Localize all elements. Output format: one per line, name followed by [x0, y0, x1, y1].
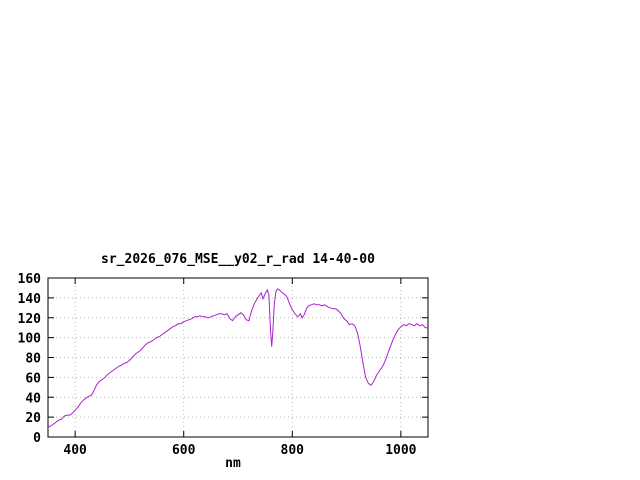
y-tick-label: 40: [25, 391, 41, 406]
spectral-radiance-line: [47, 288, 428, 428]
x-tick-label: 1000: [385, 443, 416, 458]
x-axis-label: nm: [225, 456, 241, 471]
y-tick-label: 140: [18, 292, 42, 307]
y-tick-label: 160: [18, 272, 42, 287]
y-tick-label: 100: [18, 332, 42, 347]
y-tick-label: 120: [18, 312, 42, 327]
chart-title: sr_2026_076_MSE__y02_r_rad 14-40-00: [101, 252, 375, 267]
x-tick-label: 600: [172, 443, 196, 458]
y-tick-label: 60: [25, 371, 41, 386]
y-tick-label: 0: [33, 431, 41, 446]
y-tick-label: 80: [25, 352, 41, 367]
plot-area: 400 600 800 1000 0 20 40 60 80 100 120 140 160: [18, 272, 429, 458]
x-tick-label: 400: [63, 443, 87, 458]
y-tick-label: 20: [25, 411, 41, 426]
x-tick-label: 800: [281, 443, 305, 458]
